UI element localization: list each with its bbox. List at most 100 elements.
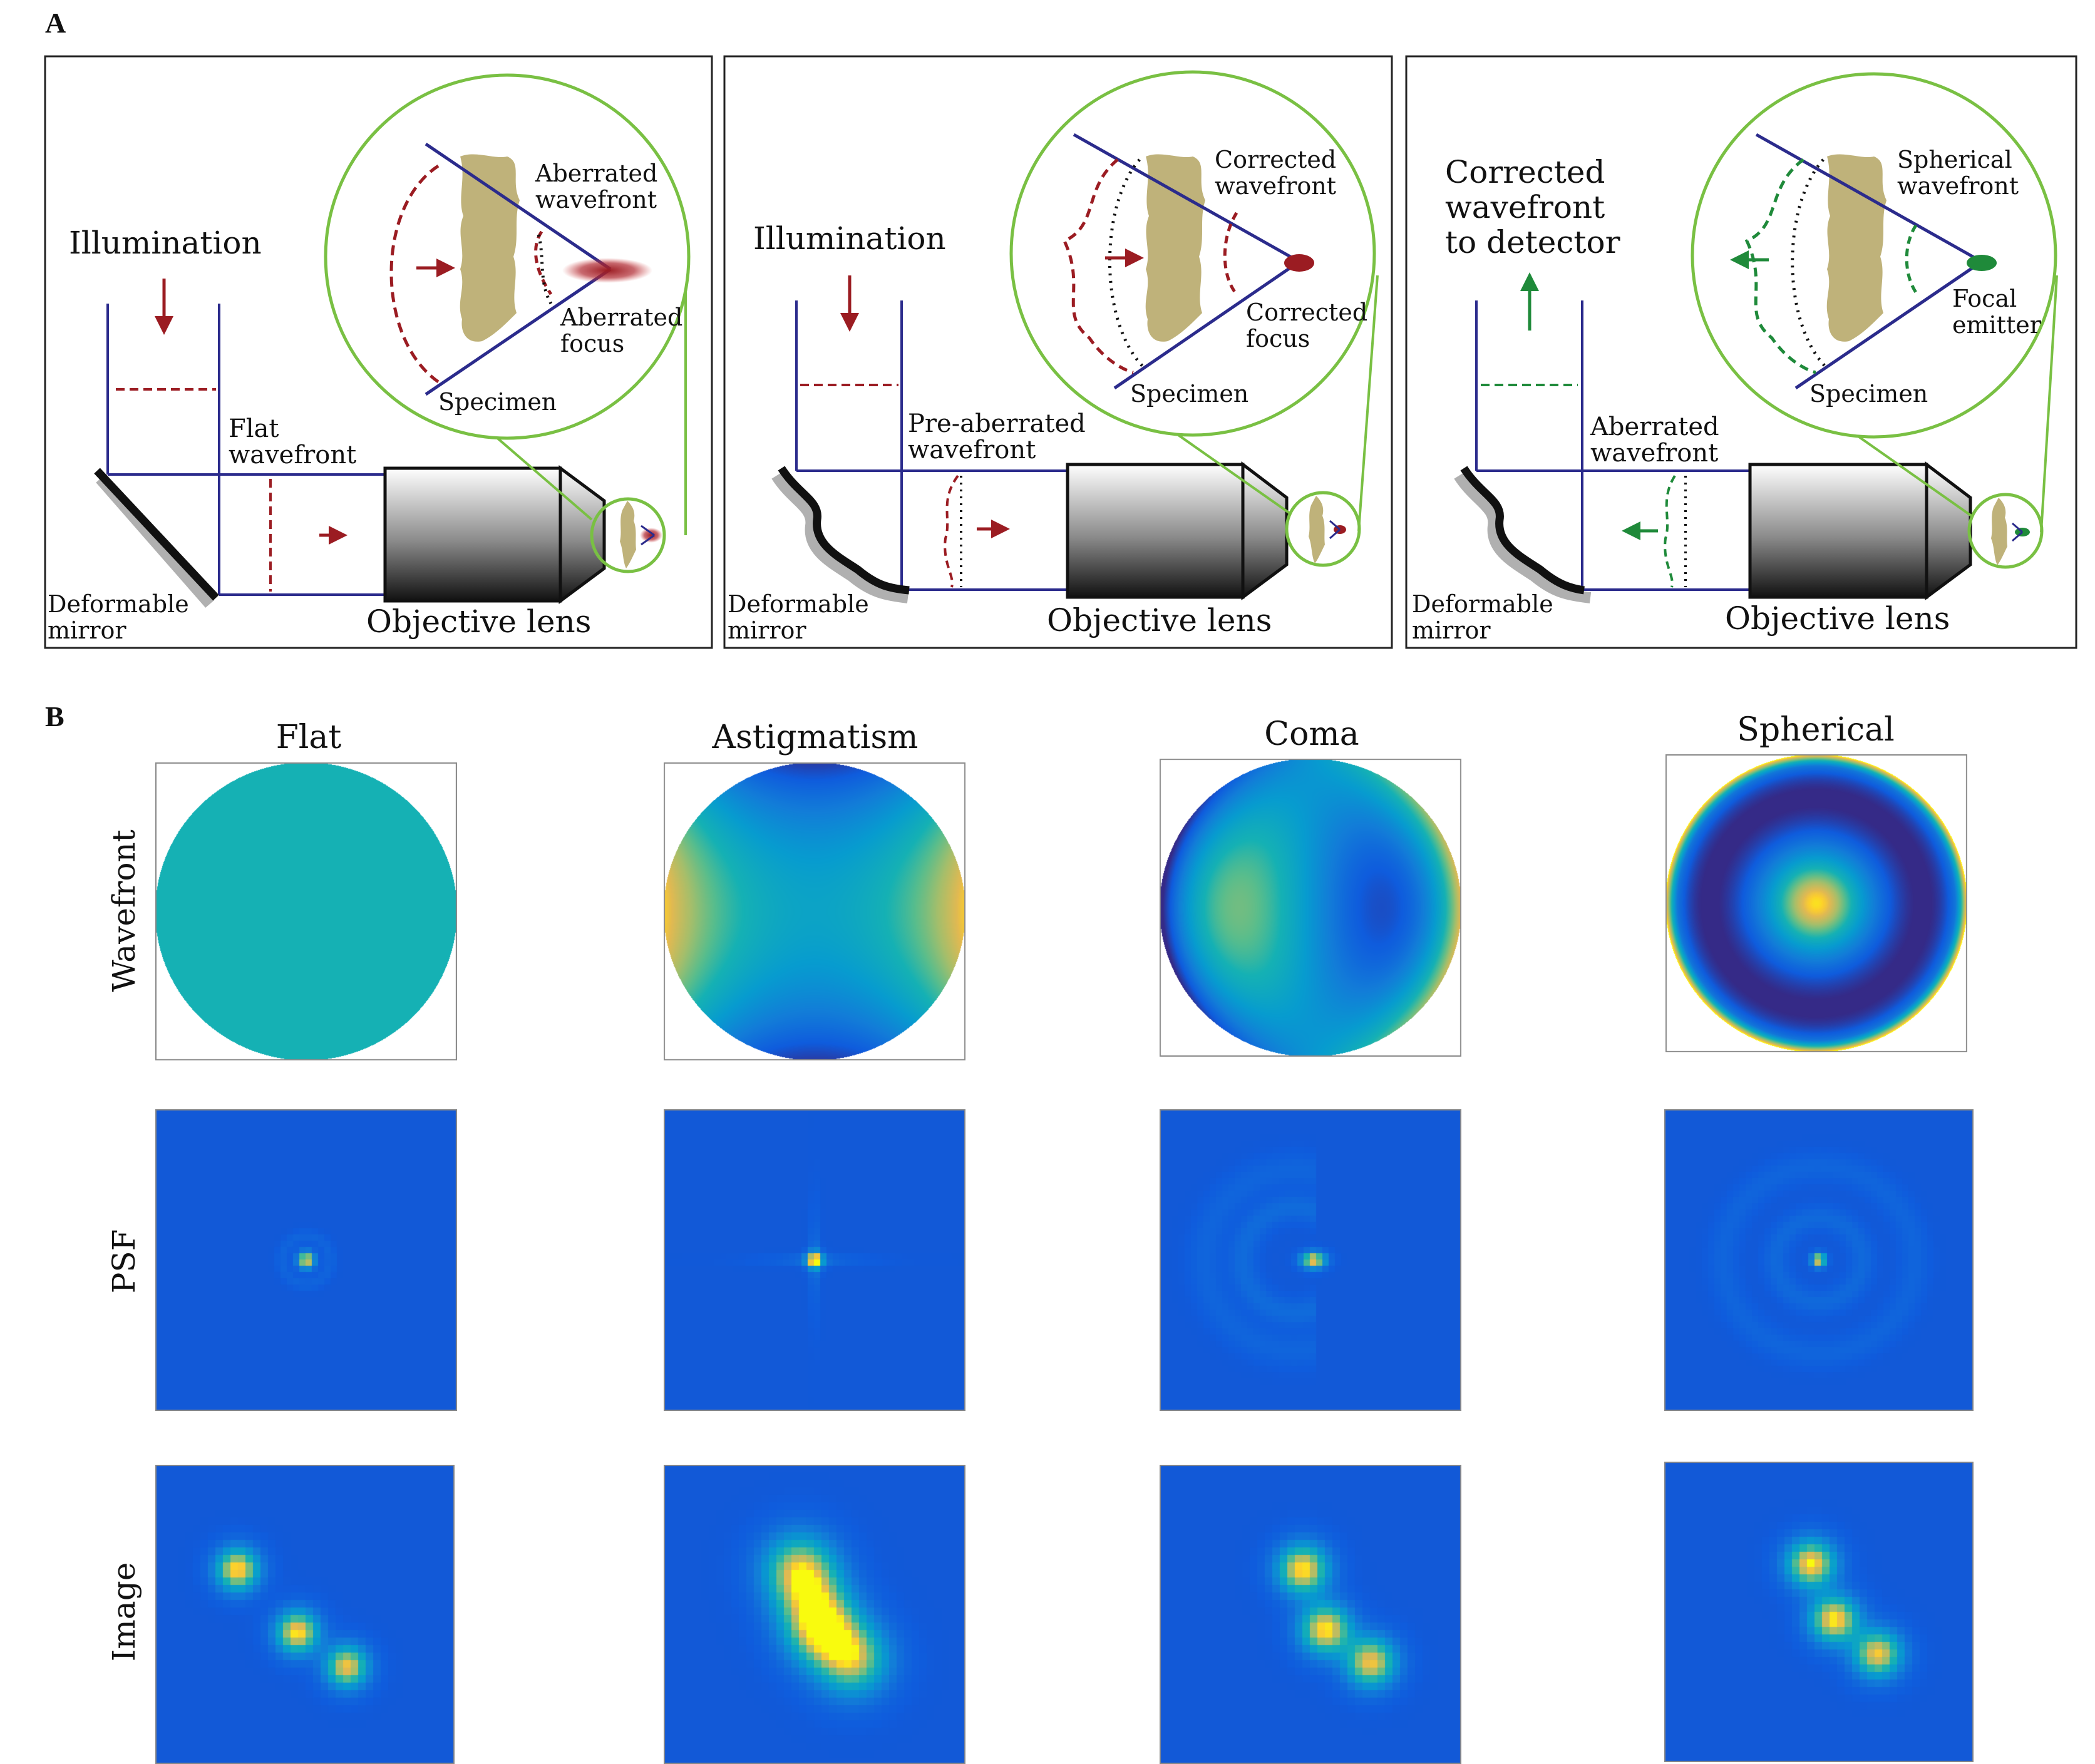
panel-a-letter: A bbox=[45, 7, 66, 39]
wavefront-astigmatism bbox=[664, 762, 965, 1060]
focus-cone bbox=[425, 267, 612, 396]
aberrated-label-2: wavefront bbox=[1590, 439, 1718, 468]
pre-aberrated-label-2: wavefront bbox=[908, 436, 1036, 464]
mirror-label-1: Deformable bbox=[728, 590, 869, 618]
wavefront-coma bbox=[1160, 759, 1461, 1057]
zoom-connector bbox=[1357, 275, 1379, 531]
row-image: Image bbox=[106, 1562, 142, 1662]
objective-label: Objective lens bbox=[1725, 600, 1950, 637]
aberrated-focus bbox=[562, 258, 652, 283]
specimen bbox=[1145, 154, 1205, 342]
objective-label: Objective lens bbox=[366, 603, 591, 640]
focus-cone bbox=[1755, 133, 1983, 264]
psf-flat bbox=[155, 1109, 457, 1411]
panel-a2: Illumination Pre-aberrated wavefront Def… bbox=[723, 55, 1393, 649]
inset-top-1: Corrected bbox=[1215, 146, 1336, 173]
cone-small bbox=[641, 525, 655, 536]
specimen bbox=[460, 154, 520, 342]
detector-label-2: wavefront bbox=[1445, 189, 1605, 225]
col-astigmatism: Astigmatism bbox=[712, 719, 919, 756]
mirror-shadow bbox=[771, 473, 909, 603]
inset-bottom-2: emitter bbox=[1952, 311, 2042, 339]
col-spherical: Spherical bbox=[1737, 711, 1894, 749]
cone-small bbox=[2012, 522, 2023, 533]
psf-astigmatism bbox=[664, 1109, 965, 1411]
wavefront-out bbox=[389, 164, 440, 384]
inset-top-1: Spherical bbox=[1897, 146, 2012, 173]
inset-bottom-1: Focal bbox=[1952, 285, 2017, 312]
inset-bottom-1: Aberrated bbox=[560, 304, 682, 331]
mirror-label-1: Deformable bbox=[1412, 590, 1553, 618]
inset-top-2: wavefront bbox=[1215, 172, 1336, 200]
specimen-small bbox=[1991, 498, 2007, 565]
mirror-label-2: mirror bbox=[48, 617, 126, 644]
cone-small bbox=[1329, 520, 1341, 531]
detector-label-3: to detector bbox=[1445, 224, 1620, 260]
mirror-shadow bbox=[96, 475, 214, 608]
objective-tip bbox=[558, 465, 606, 604]
specimen-small bbox=[1309, 496, 1325, 563]
aberrated-emission-inset bbox=[1744, 158, 1816, 374]
mirror-label-2: mirror bbox=[728, 617, 806, 644]
wavefront-flat bbox=[155, 762, 457, 1060]
image-coma bbox=[1160, 1465, 1461, 1764]
mirror-shadow bbox=[1454, 473, 1592, 603]
psf-coma bbox=[1160, 1109, 1461, 1411]
psf-spherical bbox=[1664, 1109, 1974, 1411]
pre-aberrated-wavefront bbox=[944, 474, 959, 588]
focus-cone bbox=[1073, 133, 1300, 264]
panel-a2-frame bbox=[723, 55, 1393, 649]
focal-emitter bbox=[1967, 255, 1997, 271]
specimen-label: Specimen bbox=[438, 388, 557, 416]
col-flat: Flat bbox=[276, 719, 342, 756]
specimen-label: Specimen bbox=[1130, 380, 1248, 408]
objective-tip bbox=[1925, 461, 1972, 600]
image-spherical bbox=[1664, 1462, 1974, 1762]
focus-cone bbox=[1794, 260, 1983, 390]
specimen-small bbox=[620, 501, 636, 568]
illumination-label: Illumination bbox=[753, 220, 946, 257]
pre-aberrated-label-1: Pre-aberrated bbox=[908, 409, 1086, 438]
reference-inset bbox=[1791, 158, 1830, 371]
focus-cone bbox=[425, 142, 612, 271]
inset-top-2: wavefront bbox=[1897, 172, 2019, 200]
inset-bottom-2: focus bbox=[560, 330, 624, 357]
row-psf: PSF bbox=[106, 1229, 142, 1294]
panel-a1-frame bbox=[44, 55, 713, 649]
flat-label-1: Flat bbox=[229, 414, 279, 443]
panel-b-letter: B bbox=[45, 700, 64, 732]
detector-label-1: Corrected bbox=[1445, 154, 1605, 190]
flat-label-2: wavefront bbox=[229, 441, 356, 469]
ideal-wavefront bbox=[537, 234, 553, 305]
cone-small bbox=[1329, 528, 1341, 540]
mirror-label-1: Deformable bbox=[48, 590, 189, 618]
specimen bbox=[1826, 154, 1887, 342]
objective-tip bbox=[1241, 461, 1289, 600]
objective-barrel bbox=[383, 466, 562, 603]
cone-small bbox=[641, 534, 655, 546]
deformable-mirror bbox=[778, 466, 910, 595]
inset-bottom-1: Corrected bbox=[1246, 299, 1367, 326]
corrected-focus bbox=[1284, 254, 1314, 272]
panel-a1: Illumination Flat wavefront Deformable m… bbox=[44, 55, 713, 649]
row-wavefront: Wavefront bbox=[106, 829, 142, 992]
image-flat bbox=[155, 1465, 455, 1764]
wavefront-spherical bbox=[1665, 754, 1967, 1052]
deformable-mirror bbox=[94, 468, 219, 601]
aberrated-wavefront bbox=[1664, 474, 1676, 588]
inset-top-1: Aberrated bbox=[535, 160, 657, 187]
cone-small bbox=[2012, 531, 2023, 542]
col-coma: Coma bbox=[1264, 715, 1359, 753]
corrected-wavefront bbox=[1223, 212, 1238, 295]
panel-a3: Corrected wavefront to detector Aberrate… bbox=[1405, 55, 2077, 649]
panel-a3-frame bbox=[1405, 55, 2077, 649]
specimen-label: Specimen bbox=[1809, 380, 1928, 408]
focus-cone bbox=[1113, 260, 1300, 390]
illumination-label: Illumination bbox=[69, 225, 262, 261]
spherical-wavefront bbox=[1905, 224, 1919, 295]
focus-small bbox=[640, 528, 662, 543]
mirror-label-2: mirror bbox=[1412, 617, 1491, 644]
zoom-connector bbox=[2040, 275, 2058, 533]
objective-barrel bbox=[1066, 463, 1245, 599]
